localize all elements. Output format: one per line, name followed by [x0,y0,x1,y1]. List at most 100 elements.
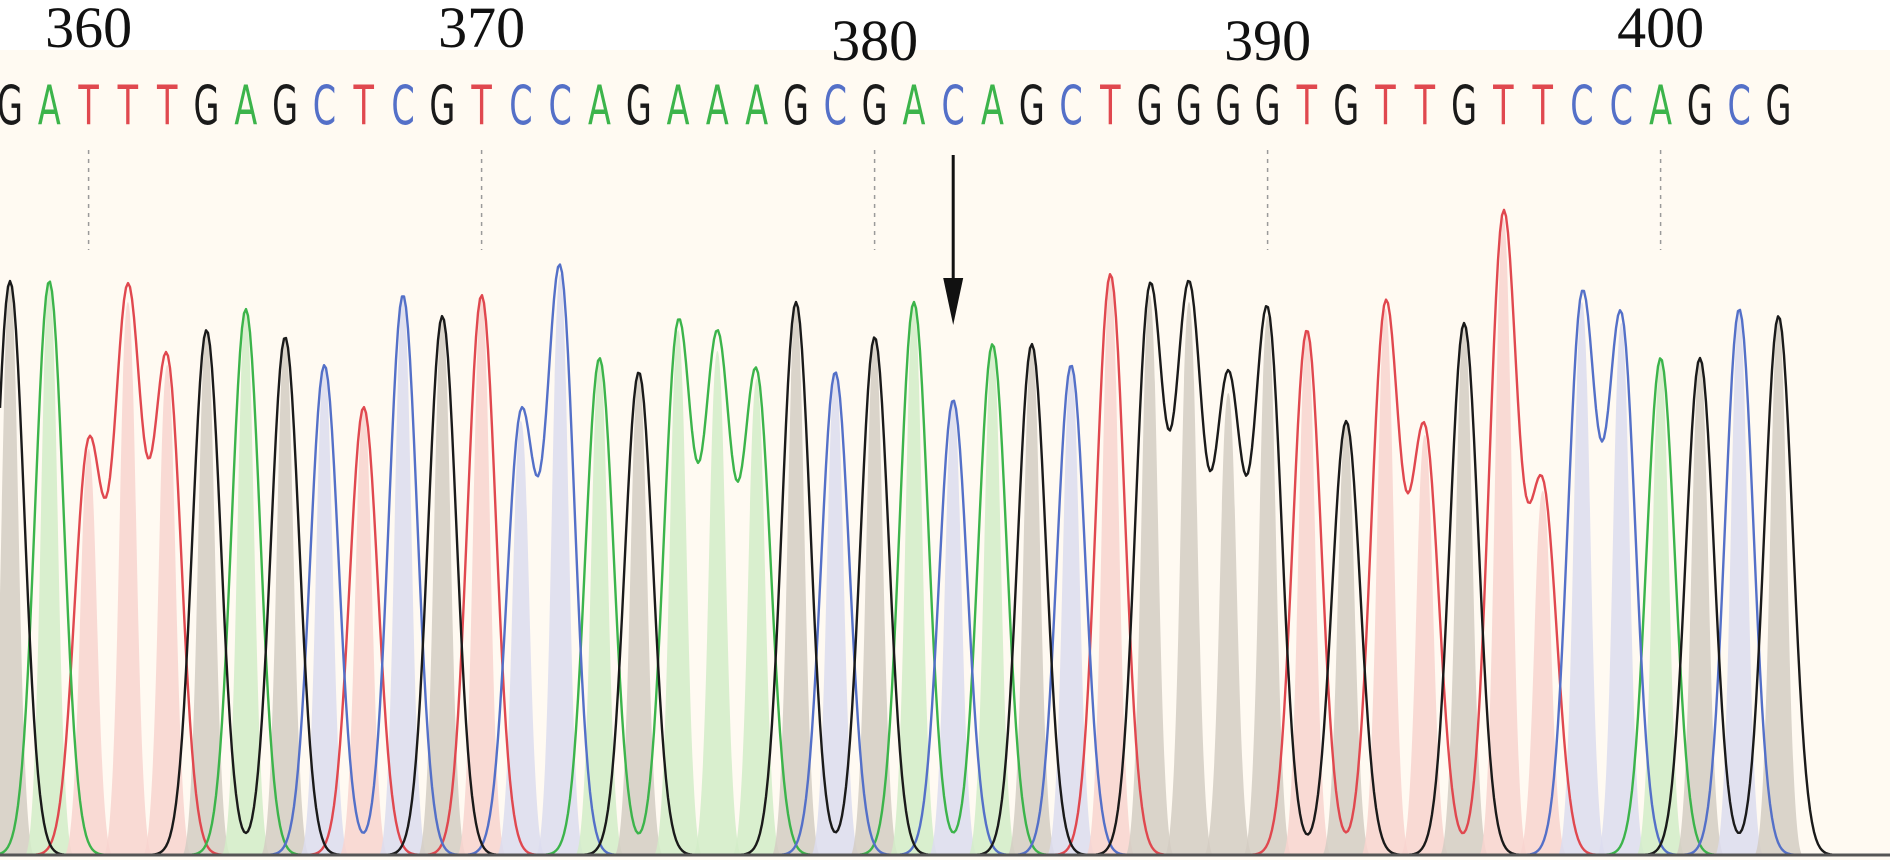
base-call-396: T [1492,74,1514,138]
base-call-389: G [1215,74,1241,138]
peak-fill-362 [142,365,192,855]
peak-fill-372 [535,274,585,855]
highlight-arrow [943,155,964,325]
peak-fill-371 [496,421,546,855]
peak-fill-375 [653,330,703,855]
peak-fill-380 [850,337,899,855]
base-call-370: T [471,74,493,138]
peak-fill-387 [1125,295,1175,855]
peak-fill-366 [300,365,349,855]
arrow-head [943,278,964,325]
base-call-372: C [549,74,572,138]
base-call-402: C [1728,74,1751,138]
base-call-383: A [981,74,1004,138]
base-call-394: T [1414,74,1436,138]
base-call-388: G [1176,74,1202,138]
peak-fill-394 [1400,435,1450,855]
base-call-377: A [745,74,768,138]
base-call-398: C [1570,74,1593,138]
base-call-401: G [1687,74,1713,138]
base-call-378: G [783,74,809,138]
base-call-397: T [1532,74,1554,138]
peak-fill-383 [968,344,1017,855]
trace-C [0,263,1890,857]
base-call-373: A [588,74,611,138]
base-call-393: T [1375,74,1397,138]
position-guides [87,150,1662,250]
peak-fill-389 [1203,393,1253,855]
base-call-399: C [1610,74,1633,138]
peak-fill-370 [457,295,506,855]
peak-fills [0,218,1803,855]
position-label-380: 380 [831,8,918,73]
position-label-360: 360 [45,0,132,60]
base-call-363: G [194,74,220,138]
position-labels: 360 370 380 390 400 [45,0,1704,73]
base-call-359: A [38,74,61,138]
peak-fill-401 [1675,358,1725,855]
base-call-361: T [117,74,139,138]
base-call-374: G [626,74,652,138]
base-call-403: G [1766,74,1792,138]
peak-fill-369 [417,316,467,855]
base-call-381: A [902,74,925,138]
peak-fill-359 [24,281,74,855]
peak-fill-399 [1596,323,1646,855]
base-call-380: G [862,74,888,138]
base-call-375: A [667,74,690,138]
base-call-385: C [1059,74,1082,138]
base-call-400: A [1649,74,1672,138]
peak-fill-398 [1557,302,1607,855]
peak-fill-374 [614,372,664,855]
peak-fill-365 [260,337,310,855]
base-call-376: A [706,74,729,138]
peak-fill-391 [1282,330,1332,855]
peak-fill-388 [1164,302,1214,855]
base-call-362: T [156,74,178,138]
peak-fill-384 [1007,344,1057,855]
base-call-391: T [1296,74,1318,138]
peak-fill-358 [0,281,35,855]
base-call-364: A [234,74,257,138]
peak-fill-381 [889,302,939,855]
peak-fill-402 [1714,309,1764,855]
base-call-358: G [0,74,23,138]
peak-fill-382 [928,400,978,855]
base-call-366: C [313,74,336,138]
peak-fill-363 [182,330,231,855]
peak-fill-378 [771,302,821,855]
peak-fill-400 [1636,358,1685,855]
base-call-365: G [272,74,298,138]
position-label-400: 400 [1617,0,1704,60]
peak-fill-376 [693,351,742,855]
position-label-390: 390 [1224,8,1311,73]
base-call-387: G [1137,74,1163,138]
base-call-368: C [391,74,414,138]
peak-fill-361 [103,302,153,855]
peak-fill-364 [221,309,271,855]
position-label-370: 370 [438,0,525,60]
peak-fill-396 [1479,218,1528,855]
peak-fill-395 [1439,323,1489,855]
base-call-379: C [824,74,847,138]
base-call-360: T [78,74,100,138]
peak-fill-377 [732,379,782,855]
peak-fill-385 [1046,365,1096,855]
base-call-386: T [1099,74,1121,138]
base-call-labels: GATTTGAGCTCGTCCAGAAAGCGACAGCTGGGGTGTTGTT… [0,74,1791,138]
peak-fill-373 [575,358,624,855]
peak-fill-379 [810,372,860,855]
peak-fill-368 [378,295,428,855]
header-background [0,0,1890,50]
base-call-392: G [1333,74,1359,138]
base-call-382: C [942,74,965,138]
base-call-390: G [1255,74,1281,138]
base-call-395: G [1451,74,1477,138]
peak-fill-386 [1086,274,1135,855]
base-call-371: C [509,74,532,138]
base-call-367: T [353,74,375,138]
base-call-369: G [429,74,455,138]
peak-fill-393 [1361,309,1410,855]
base-call-384: G [1019,74,1045,138]
